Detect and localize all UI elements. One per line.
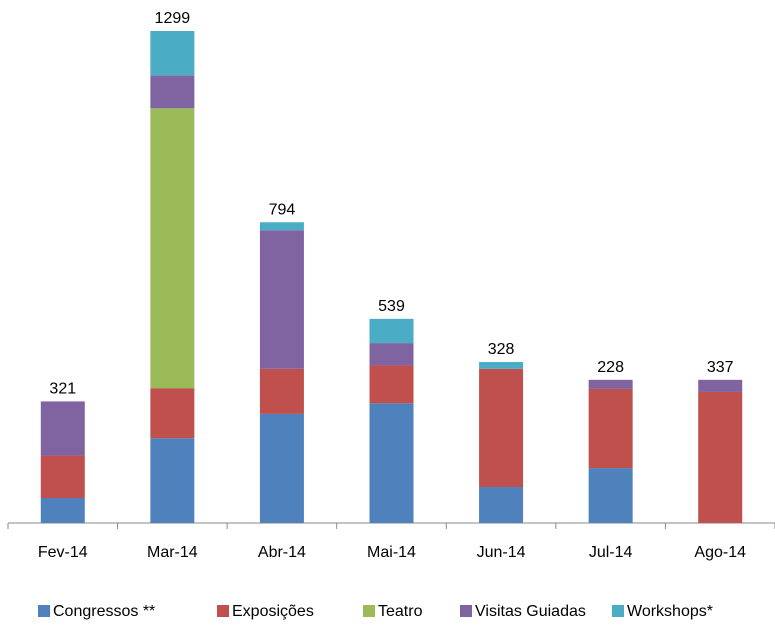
legend-label: Workshops* [627,603,713,620]
bar-segment [588,379,633,389]
bar-segment [479,362,524,369]
legend-label: Visitas Guiadas [475,603,586,620]
legend-swatch [363,605,375,617]
bar-segment [588,388,633,469]
total-label: 321 [49,381,76,398]
bar-segment [150,108,195,389]
legend-label: Congressos ** [53,603,155,620]
bar-segment [40,498,85,523]
bar-segment [698,391,743,523]
bar-segment [259,413,304,523]
legend-swatch [217,605,229,617]
bar-segment [369,403,414,523]
bar-segment [40,455,85,499]
legend-swatch [38,605,50,617]
bar-segment [479,368,524,488]
bar-segment [259,230,304,369]
bar-segment [369,318,414,344]
bar-segment [698,379,743,392]
total-label: 794 [269,201,296,218]
x-tick-label: Jun-14 [477,544,526,561]
bar-segment [259,368,304,414]
x-tick-label: Mai-14 [367,544,416,561]
bar-segment [369,343,414,366]
legend-label: Exposições [232,603,314,620]
bar-segment [479,487,524,523]
total-label: 228 [597,359,624,376]
x-tick-label: Abr-14 [258,544,306,561]
legend-label: Teatro [378,603,423,620]
total-label: 539 [378,298,405,315]
bar-segment [369,365,414,404]
legend-swatch [460,605,472,617]
legend-swatch [612,605,624,617]
bar-segment [150,388,195,439]
total-label: 337 [707,359,734,376]
x-tick-label: Mar-14 [147,544,198,561]
total-label: 328 [488,341,515,358]
bar-segment [40,401,85,456]
total-label: 1299 [155,10,191,27]
x-tick-label: Fev-14 [38,544,88,561]
x-tick-label: Ago-14 [694,544,746,561]
bar-segment [588,468,633,523]
bar-segment [150,75,195,109]
bar-segment [150,438,195,523]
bar-segment [259,222,304,231]
bar-segment [150,31,195,76]
x-tick-label: Jul-14 [589,544,633,561]
